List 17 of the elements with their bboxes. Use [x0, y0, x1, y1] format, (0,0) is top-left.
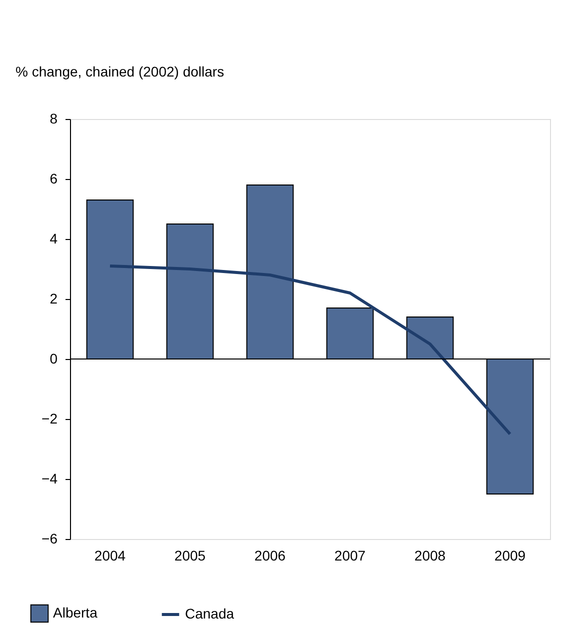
y-tick-label: 4 — [50, 230, 58, 246]
y-tick-label: −2 — [42, 410, 58, 426]
y-tick-label: 8 — [50, 110, 58, 126]
legend-label: Canada — [185, 606, 234, 622]
y-axis-title: % change, chained (2002) dollars — [16, 64, 224, 80]
legend-label: Alberta — [53, 604, 98, 620]
x-tick-label: 2007 — [334, 548, 366, 564]
y-tick-label: −6 — [42, 530, 58, 546]
x-tick-label: 2004 — [94, 548, 126, 564]
y-tick-label: 2 — [50, 290, 58, 306]
x-tick-label: 2009 — [494, 548, 526, 564]
y-tick-label: 0 — [50, 350, 58, 366]
x-tick-label: 2008 — [414, 548, 446, 564]
x-tick-label: 2006 — [254, 548, 286, 564]
y-tick-label: −4 — [42, 470, 58, 486]
x-tick-label: 2005 — [174, 548, 206, 564]
y-tick-label: 6 — [50, 170, 58, 186]
